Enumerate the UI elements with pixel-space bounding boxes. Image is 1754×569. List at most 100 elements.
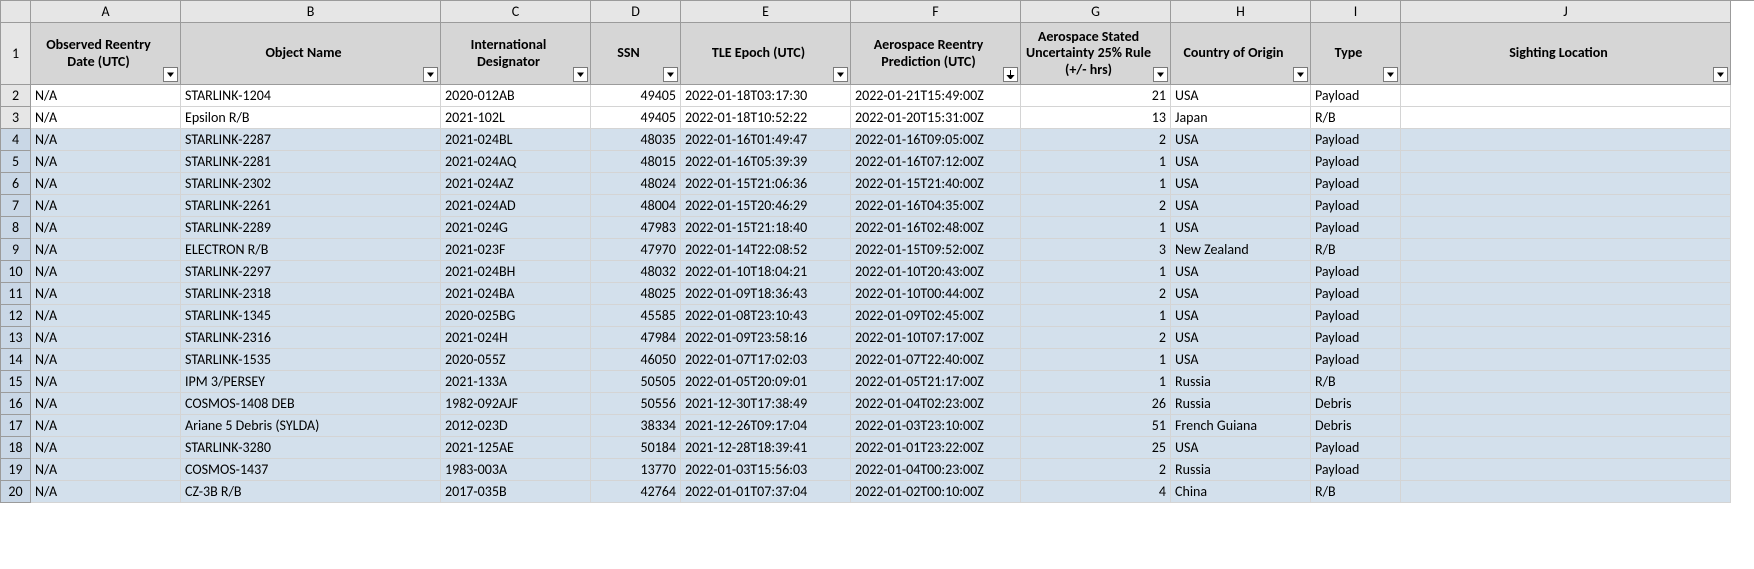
cell-B6[interactable]: STARLINK-2302 <box>181 173 441 195</box>
cell-A17[interactable]: N/A <box>31 415 181 437</box>
cell-H12[interactable]: USA <box>1171 305 1311 327</box>
cell-I15[interactable]: R/B <box>1311 371 1401 393</box>
cell-D7[interactable]: 48004 <box>591 195 681 217</box>
sort-desc-icon[interactable] <box>1003 67 1018 82</box>
cell-C15[interactable]: 2021-133A <box>441 371 591 393</box>
row-header-3[interactable]: 3 <box>1 107 31 129</box>
cell-B13[interactable]: STARLINK-2316 <box>181 327 441 349</box>
cell-E8[interactable]: 2022-01-15T21:18:40 <box>681 217 851 239</box>
cell-D14[interactable]: 46050 <box>591 349 681 371</box>
cell-H16[interactable]: Russia <box>1171 393 1311 415</box>
field-header-F[interactable]: Aerospace Reentry Prediction (UTC) <box>851 23 1021 85</box>
cell-G17[interactable]: 51 <box>1021 415 1171 437</box>
row-header-11[interactable]: 11 <box>1 283 31 305</box>
cell-J13[interactable] <box>1401 327 1731 349</box>
cell-F16[interactable]: 2022-01-04T02:23:00Z <box>851 393 1021 415</box>
cell-B7[interactable]: STARLINK-2261 <box>181 195 441 217</box>
cell-A6[interactable]: N/A <box>31 173 181 195</box>
column-header-E[interactable]: E <box>681 1 851 23</box>
field-header-E[interactable]: TLE Epoch (UTC) <box>681 23 851 85</box>
cell-F8[interactable]: 2022-01-16T02:48:00Z <box>851 217 1021 239</box>
column-header-G[interactable]: G <box>1021 1 1171 23</box>
cell-G3[interactable]: 13 <box>1021 107 1171 129</box>
cell-E16[interactable]: 2021-12-30T17:38:49 <box>681 393 851 415</box>
cell-J7[interactable] <box>1401 195 1731 217</box>
cell-I20[interactable]: R/B <box>1311 481 1401 503</box>
row-header-15[interactable]: 15 <box>1 371 31 393</box>
cell-B8[interactable]: STARLINK-2289 <box>181 217 441 239</box>
cell-H17[interactable]: French Guiana <box>1171 415 1311 437</box>
cell-C7[interactable]: 2021-024AD <box>441 195 591 217</box>
row-header-10[interactable]: 10 <box>1 261 31 283</box>
cell-G2[interactable]: 21 <box>1021 85 1171 107</box>
cell-I5[interactable]: Payload <box>1311 151 1401 173</box>
cell-I11[interactable]: Payload <box>1311 283 1401 305</box>
cell-J5[interactable] <box>1401 151 1731 173</box>
cell-C16[interactable]: 1982-092AJF <box>441 393 591 415</box>
cell-H13[interactable]: USA <box>1171 327 1311 349</box>
cell-H3[interactable]: Japan <box>1171 107 1311 129</box>
cell-J14[interactable] <box>1401 349 1731 371</box>
row-header-18[interactable]: 18 <box>1 437 31 459</box>
cell-E20[interactable]: 2022-01-01T07:37:04 <box>681 481 851 503</box>
column-header-J[interactable]: J <box>1401 1 1731 23</box>
cell-F20[interactable]: 2022-01-02T00:10:00Z <box>851 481 1021 503</box>
cell-G7[interactable]: 2 <box>1021 195 1171 217</box>
field-header-G[interactable]: Aerospace Stated Uncertainty 25% Rule (+… <box>1021 23 1171 85</box>
field-header-C[interactable]: International Designator <box>441 23 591 85</box>
cell-G12[interactable]: 1 <box>1021 305 1171 327</box>
cell-E11[interactable]: 2022-01-09T18:36:43 <box>681 283 851 305</box>
column-header-A[interactable]: A <box>31 1 181 23</box>
cell-C3[interactable]: 2021-102L <box>441 107 591 129</box>
cell-H2[interactable]: USA <box>1171 85 1311 107</box>
cell-F7[interactable]: 2022-01-16T04:35:00Z <box>851 195 1021 217</box>
cell-D17[interactable]: 38334 <box>591 415 681 437</box>
cell-C14[interactable]: 2020-055Z <box>441 349 591 371</box>
cell-I4[interactable]: Payload <box>1311 129 1401 151</box>
column-header-D[interactable]: D <box>591 1 681 23</box>
cell-E17[interactable]: 2021-12-26T09:17:04 <box>681 415 851 437</box>
cell-F12[interactable]: 2022-01-09T02:45:00Z <box>851 305 1021 327</box>
cell-J4[interactable] <box>1401 129 1731 151</box>
filter-dropdown-icon[interactable] <box>423 67 438 82</box>
cell-G14[interactable]: 1 <box>1021 349 1171 371</box>
cell-B12[interactable]: STARLINK-1345 <box>181 305 441 327</box>
cell-J19[interactable] <box>1401 459 1731 481</box>
cell-A2[interactable]: N/A <box>31 85 181 107</box>
field-header-B[interactable]: Object Name <box>181 23 441 85</box>
cell-B18[interactable]: STARLINK-3280 <box>181 437 441 459</box>
cell-G5[interactable]: 1 <box>1021 151 1171 173</box>
row-header-5[interactable]: 5 <box>1 151 31 173</box>
cell-G18[interactable]: 25 <box>1021 437 1171 459</box>
cell-B16[interactable]: COSMOS-1408 DEB <box>181 393 441 415</box>
cell-C5[interactable]: 2021-024AQ <box>441 151 591 173</box>
cell-J3[interactable] <box>1401 107 1731 129</box>
field-header-I[interactable]: Type <box>1311 23 1401 85</box>
cell-G8[interactable]: 1 <box>1021 217 1171 239</box>
cell-F2[interactable]: 2022-01-21T15:49:00Z <box>851 85 1021 107</box>
cell-E15[interactable]: 2022-01-05T20:09:01 <box>681 371 851 393</box>
cell-G16[interactable]: 26 <box>1021 393 1171 415</box>
row-header-9[interactable]: 9 <box>1 239 31 261</box>
cell-I19[interactable]: Payload <box>1311 459 1401 481</box>
cell-G6[interactable]: 1 <box>1021 173 1171 195</box>
cell-G20[interactable]: 4 <box>1021 481 1171 503</box>
cell-D19[interactable]: 13770 <box>591 459 681 481</box>
cell-B17[interactable]: Ariane 5 Debris (SYLDA) <box>181 415 441 437</box>
cell-F9[interactable]: 2022-01-15T09:52:00Z <box>851 239 1021 261</box>
cell-A5[interactable]: N/A <box>31 151 181 173</box>
cell-G4[interactable]: 2 <box>1021 129 1171 151</box>
cell-J6[interactable] <box>1401 173 1731 195</box>
cell-J20[interactable] <box>1401 481 1731 503</box>
cell-D2[interactable]: 49405 <box>591 85 681 107</box>
cell-I17[interactable]: Debris <box>1311 415 1401 437</box>
row-header-4[interactable]: 4 <box>1 129 31 151</box>
cell-F19[interactable]: 2022-01-04T00:23:00Z <box>851 459 1021 481</box>
cell-F13[interactable]: 2022-01-10T07:17:00Z <box>851 327 1021 349</box>
cell-C10[interactable]: 2021-024BH <box>441 261 591 283</box>
cell-A19[interactable]: N/A <box>31 459 181 481</box>
cell-E13[interactable]: 2022-01-09T23:58:16 <box>681 327 851 349</box>
cell-E4[interactable]: 2022-01-16T01:49:47 <box>681 129 851 151</box>
cell-H10[interactable]: USA <box>1171 261 1311 283</box>
cell-J9[interactable] <box>1401 239 1731 261</box>
